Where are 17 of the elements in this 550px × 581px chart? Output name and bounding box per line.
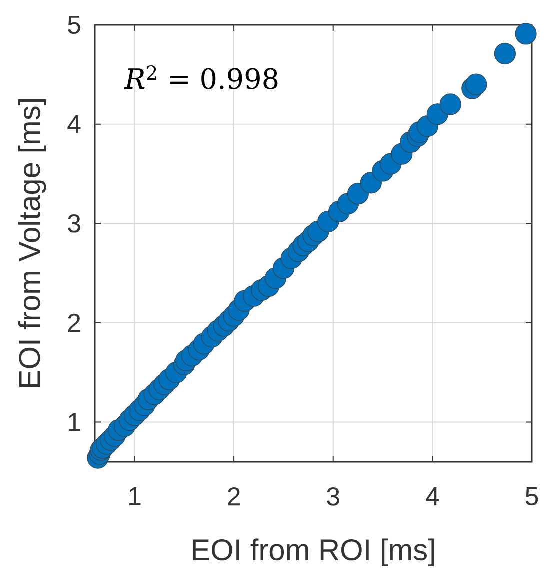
y-tick-label: 3	[68, 214, 80, 233]
y-tick-label: 2	[68, 314, 80, 332]
point	[515, 23, 537, 45]
x-axis-title: EOI from ROI [ms]	[193, 538, 434, 567]
x-tick-label: 1	[129, 488, 141, 506]
x-tick-label: 5	[526, 488, 538, 506]
x-tick-label: 3	[327, 488, 340, 506]
point	[440, 94, 462, 116]
y-tick-label: 4	[68, 115, 81, 134]
point	[494, 42, 516, 65]
y-axis-title: EOI from Voltage [ms]	[18, 99, 46, 388]
annotation: R$^{2}$ = 0.998	[124, 65, 278, 90]
y-tick-label: 1	[69, 413, 80, 432]
x-tick-label: 2	[228, 488, 240, 506]
x-tick-label: 4	[426, 488, 440, 506]
y-tick-label: 5	[68, 16, 80, 34]
point	[466, 74, 488, 96]
